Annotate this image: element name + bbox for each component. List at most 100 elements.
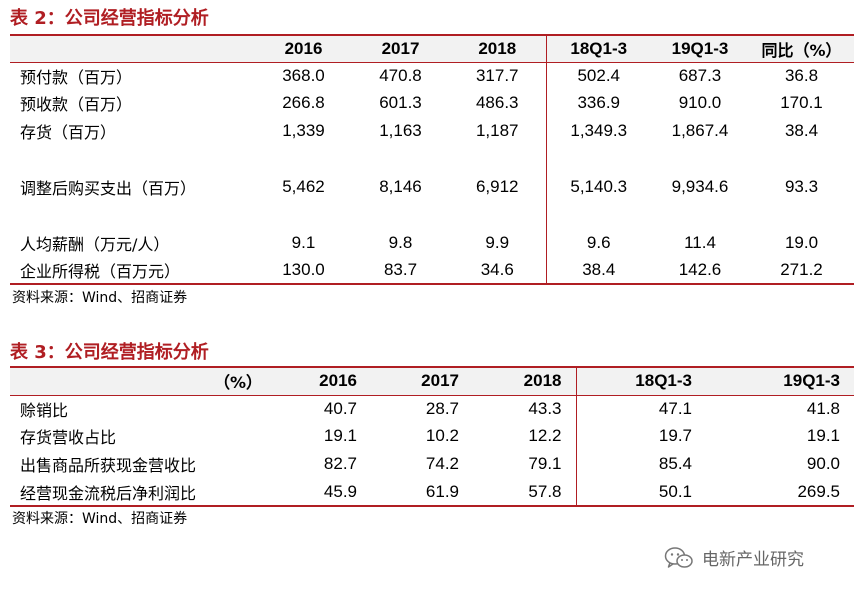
table-row: 预付款（百万） 368.0 470.8 317.7 502.4 687.3 36… [10,62,854,89]
cell: 61.9 [371,478,473,507]
table3-header-label: （%） [10,366,268,396]
table-row: 经营现金流税后净利润比 45.9 61.9 57.8 50.1 269.5 [10,478,854,507]
row-label: 存货营收占比 [20,428,117,447]
cell: 45.9 [268,478,371,507]
table-row: 调整后购买支出（百万） 5,462 8,146 6,912 5,140.3 9,… [10,173,854,201]
table-row: 人均薪酬（万元/人） 9.1 9.8 9.9 9.6 11.4 19.0 [10,229,854,256]
table-row: 存货营收占比 19.1 10.2 12.2 19.7 19.1 [10,422,854,450]
cell: 1,187 [475,121,519,140]
cell: 36.8 [784,65,819,85]
table2-source-note: 资料来源：Wind、招商证券 [12,290,188,306]
table3-title: 表 3：公司经营指标分析 [10,342,209,363]
cell: 9,934.6 [671,177,729,196]
cell: 38.4 [545,256,651,285]
cell: 82.7 [323,454,357,473]
cell: 9.9 [485,232,510,252]
cell: 502.4 [545,62,651,89]
table3-col-header: 18Q1-3 [575,366,706,396]
table3-col-header: 2016 [268,366,371,396]
table2-col-header: 19Q1-3 [651,34,749,63]
cell: 47.1 [575,395,706,422]
cell: 19.1 [806,426,840,445]
table2-title: 表 2：公司经营指标分析 [10,8,209,29]
cell: 12.2 [528,426,562,445]
table3-source-note: 资料来源：Wind、招商证券 [12,511,188,527]
cell: 601.3 [379,93,422,112]
cell: 41.8 [806,398,840,418]
cell: 317.7 [475,65,519,85]
cell: 19.1 [323,426,357,445]
cell: 271.2 [749,256,854,285]
table2-col-header: 18Q1-3 [545,34,651,63]
table3-col-header: 19Q1-3 [706,366,854,396]
row-label: 赊销比 [20,400,69,420]
cell: 142.6 [651,256,749,285]
cell: 74.2 [425,454,459,473]
cell: 368.0 [282,65,325,85]
cell: 8,146 [379,177,422,196]
cell: 336.9 [545,89,651,117]
cell: 1,339 [282,121,325,140]
cell: 28.7 [425,398,459,418]
cell: 85.4 [575,450,706,478]
table3-col-header: 2018 [473,366,576,396]
table-row: 赊销比 40.7 28.7 43.3 47.1 41.8 [10,395,854,422]
table-row: 存货（百万） 1,339 1,163 1,187 1,349.3 1,867.4… [10,117,854,145]
row-label: 预付款（百万） [20,67,133,87]
cell: 38.4 [784,121,819,140]
table2-col-header: 2018 [449,34,546,63]
watermark: 电新产业研究 [664,545,804,570]
cell: 79.1 [528,454,562,473]
table3-col-header: 2017 [371,366,473,396]
row-label: 调整后购买支出（百万） [20,179,197,198]
cell: 1,867.4 [671,121,729,140]
cell: 9.8 [388,232,413,252]
table-row-spacer [10,145,854,173]
watermark-text: 电新产业研究 [702,550,804,570]
row-label: 预收款（百万） [20,95,133,114]
cell: 266.8 [282,93,325,112]
cell: 910.0 [678,93,722,112]
cell: 687.3 [678,65,722,85]
table2-col-header: 同比（%） [749,34,854,63]
cell: 1,349.3 [545,117,651,145]
cell: 5,140.3 [545,173,651,201]
cell: 269.5 [706,478,854,507]
cell: 10.2 [425,426,459,445]
cell: 93.3 [784,177,819,196]
table-row: 预收款（百万） 266.8 601.3 486.3 336.9 910.0 17… [10,89,854,117]
cell: 34.6 [449,256,546,285]
wechat-icon [664,546,693,568]
table3: （%） 2016 2017 2018 18Q1-3 19Q1-3 赊销比 40.… [10,366,854,507]
cell: 19.0 [784,232,819,252]
cell: 9.1 [291,232,316,252]
row-label: 经营现金流税后净利润比 [10,478,268,507]
cell: 6,912 [475,177,519,196]
cell: 1,163 [379,121,422,140]
cell: 90.0 [806,454,840,473]
cell: 170.1 [780,93,823,112]
row-label: 存货（百万） [20,123,117,142]
cell: 50.1 [575,478,706,507]
cell: 130.0 [255,256,352,285]
table-row-spacer [10,201,854,229]
table-row: 企业所得税（百万元） 130.0 83.7 34.6 38.4 142.6 27… [10,256,854,285]
table-row: 出售商品所获现金营收比 82.7 74.2 79.1 85.4 90.0 [10,450,854,478]
cell: 43.3 [528,398,562,418]
row-label: 人均薪酬（万元/人） [20,234,170,254]
cell: 5,462 [282,177,325,196]
table2: 2016 2017 2018 18Q1-3 19Q1-3 同比（%） 预付款（百… [10,34,854,285]
cell: 470.8 [379,65,422,85]
cell: 40.7 [323,398,357,418]
table3-header-row: （%） 2016 2017 2018 18Q1-3 19Q1-3 [10,366,854,396]
table2-header-label [10,34,255,63]
cell: 486.3 [475,93,519,112]
cell: 19.7 [575,422,706,450]
row-label: 企业所得税（百万元） [10,256,255,285]
cell: 11.4 [684,232,716,252]
table2-header-row: 2016 2017 2018 18Q1-3 19Q1-3 同比（%） [10,34,854,63]
table2-col-header: 2016 [255,34,352,63]
cell: 57.8 [473,478,576,507]
table2-col-header: 2017 [352,34,449,63]
cell: 9.6 [545,229,651,256]
